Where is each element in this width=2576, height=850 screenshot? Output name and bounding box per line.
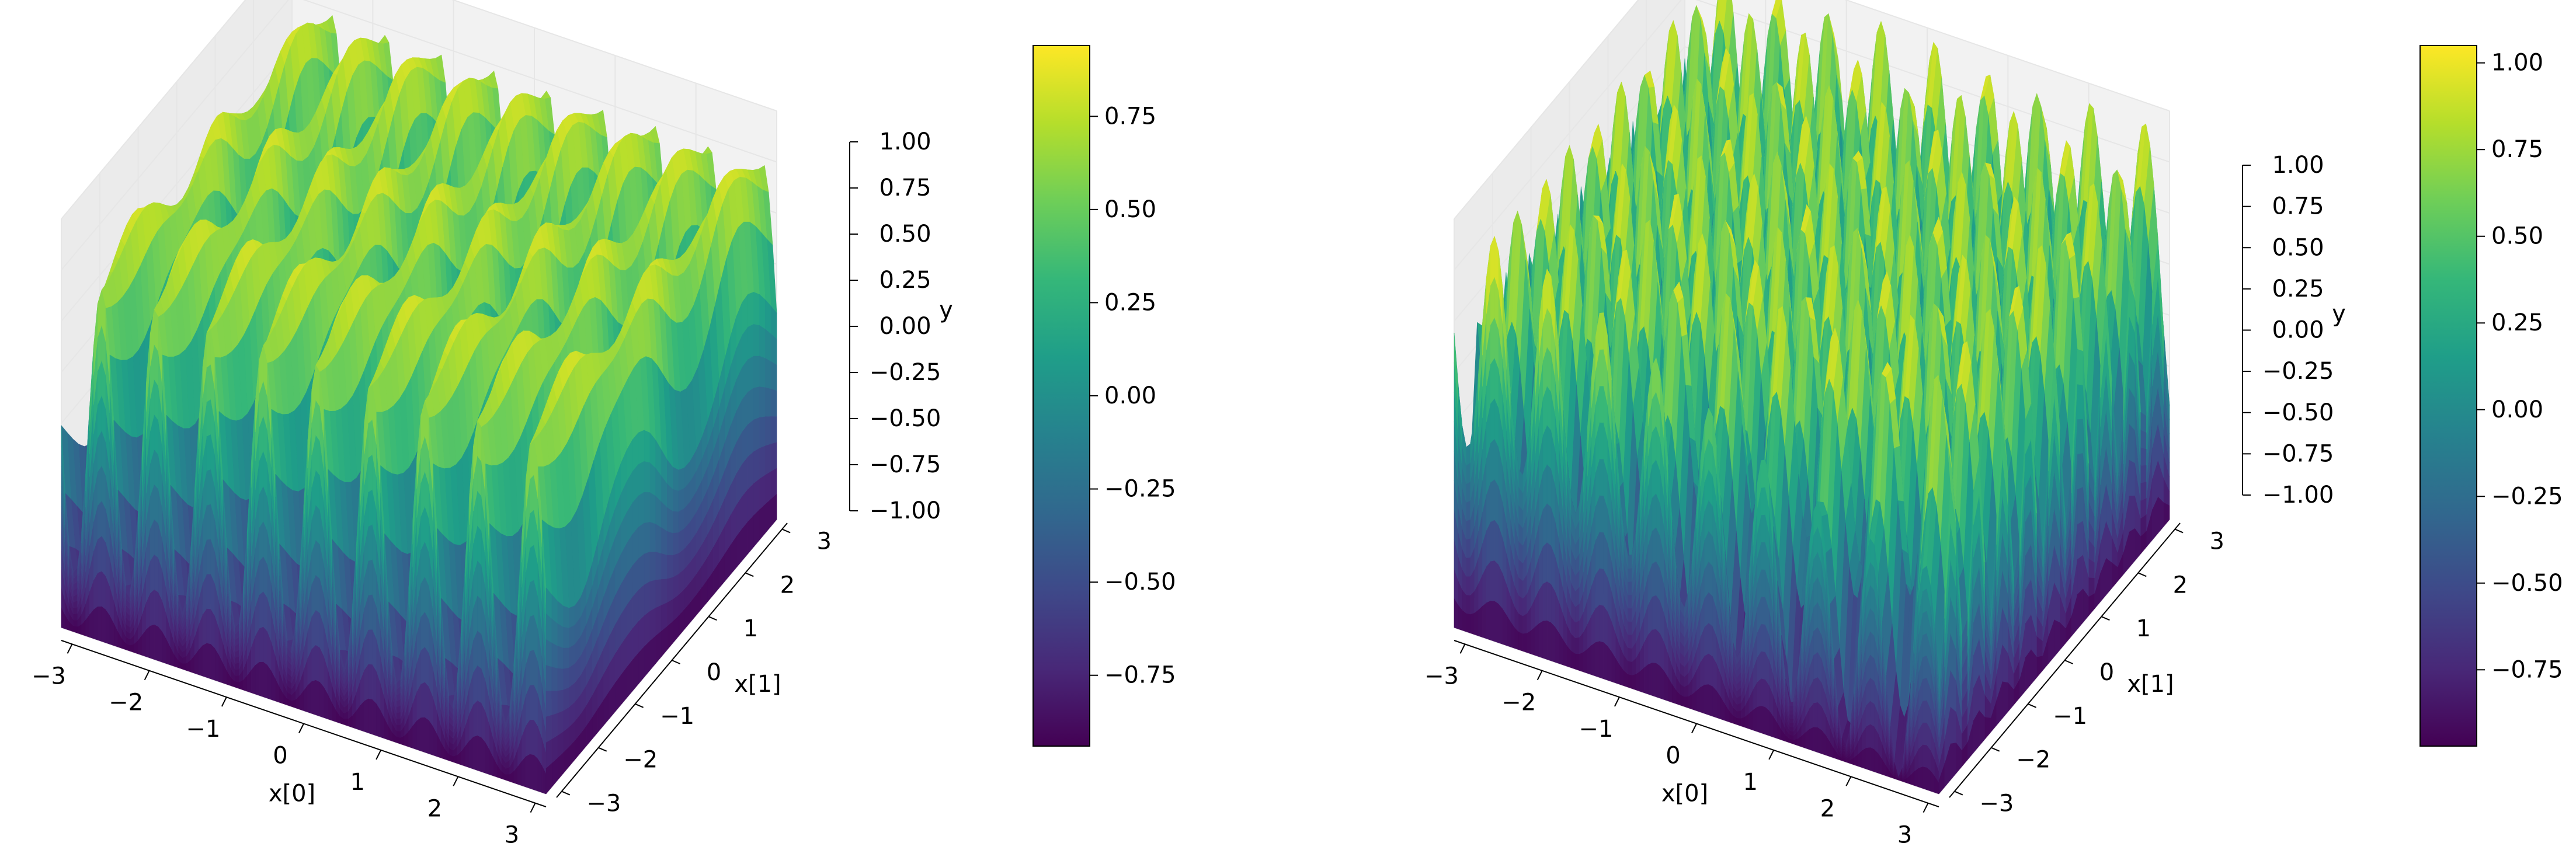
surface-front-facet bbox=[93, 606, 98, 640]
surface-front-facet bbox=[101, 606, 106, 643]
gridline bbox=[451, 0, 777, 112]
surface-front-facet bbox=[98, 570, 102, 607]
gridline bbox=[303, 0, 777, 163]
surface bbox=[61, 15, 777, 795]
surface-front-facet bbox=[73, 619, 78, 627]
surface-front-facet bbox=[73, 625, 78, 633]
surface-front-facet bbox=[101, 570, 106, 610]
surface-front-facet bbox=[101, 535, 106, 577]
surface-front-facet bbox=[73, 613, 78, 621]
gridline bbox=[61, 46, 293, 322]
surface-front-facet bbox=[98, 606, 102, 642]
surface-front-facet bbox=[98, 500, 102, 540]
surface-front-facet bbox=[98, 465, 102, 506]
gridline bbox=[61, 0, 246, 220]
gridline bbox=[61, 0, 290, 271]
surface-front-facet bbox=[98, 535, 102, 573]
